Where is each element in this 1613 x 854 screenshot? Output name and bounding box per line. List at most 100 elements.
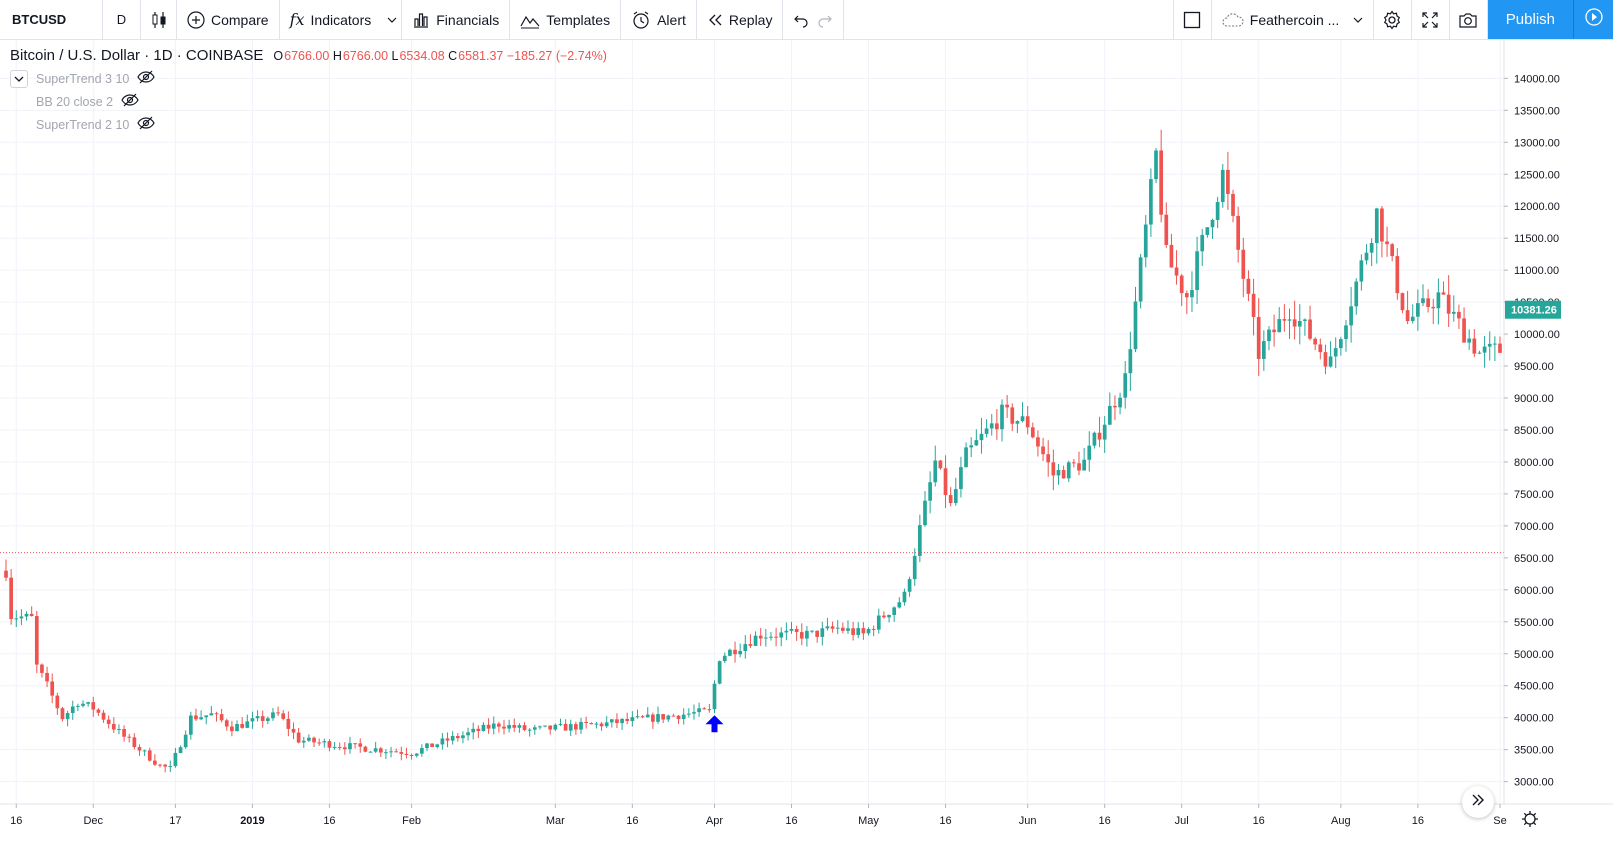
candle-body	[450, 735, 455, 741]
time-scale[interactable]	[0, 804, 1613, 854]
candle-body	[604, 722, 609, 727]
templates-icon	[520, 11, 540, 29]
fullscreen-toggle-button[interactable]	[1174, 0, 1212, 39]
time-scale-settings-gear-icon[interactable]	[1522, 811, 1538, 827]
open-value: 6766.00	[284, 49, 330, 63]
candle-body	[1328, 356, 1333, 367]
candle-body	[497, 723, 501, 727]
publish-menu-button[interactable]	[1573, 0, 1613, 39]
candle-body	[1426, 298, 1430, 307]
candle-body	[168, 766, 173, 768]
candle-body	[871, 628, 876, 630]
price-tick-label: 8500.00	[1514, 425, 1554, 437]
candle-body	[805, 630, 809, 639]
candle-body	[101, 712, 106, 720]
square-icon	[1183, 11, 1201, 29]
candle-body	[1015, 421, 1020, 424]
candle-body	[158, 764, 162, 766]
candle-body	[876, 615, 881, 630]
candle-body	[835, 627, 840, 629]
candle-body	[681, 714, 686, 720]
price-chart[interactable]: 3000.00 3500.00 4000.00 4500.00 5000.00 5500.…	[0, 40, 1613, 854]
candle-body	[55, 695, 60, 709]
candle-body	[296, 732, 301, 743]
study-label: SuperTrend 2 10	[36, 117, 130, 132]
candle-body	[1482, 346, 1487, 353]
replay-button[interactable]: Replay	[697, 0, 784, 39]
alert-button[interactable]: Alert	[621, 0, 697, 39]
candle-body	[984, 428, 989, 434]
candle-body	[1030, 427, 1035, 438]
candle-body	[820, 628, 825, 637]
candle-body	[851, 628, 855, 635]
chart-pane[interactable]: 3000.00 3500.00 4000.00 4500.00 5000.00 5500.…	[0, 40, 1613, 854]
rewind-icon	[707, 12, 723, 28]
financials-button[interactable]: Financials	[402, 0, 511, 39]
redo-button[interactable]	[813, 0, 845, 39]
candle-body	[892, 607, 897, 615]
eye-hidden-icon[interactable]	[137, 70, 156, 87]
candle-body	[214, 713, 219, 715]
eye-hidden-icon[interactable]	[121, 93, 139, 110]
time-tick-label: Jun	[1019, 815, 1037, 827]
compare-button[interactable]: Compare	[177, 0, 280, 39]
candle-body	[142, 750, 147, 752]
candle-body	[589, 723, 594, 725]
layout-name-button[interactable]: Feathercoin ...	[1212, 0, 1374, 39]
chevron-down-icon[interactable]	[387, 15, 397, 25]
candle-body	[353, 743, 357, 745]
price-tick-label: 13500.00	[1514, 105, 1560, 117]
candle-body	[615, 719, 619, 724]
candle-body	[1025, 416, 1030, 428]
symbol-description: Bitcoin / U.S. Dollar · 1D · COINBASE	[10, 47, 264, 64]
chevron-down-icon	[1353, 15, 1363, 25]
chart-style-button[interactable]	[141, 0, 177, 39]
candle-body	[943, 468, 948, 496]
candle-body	[491, 723, 496, 729]
candle-body	[640, 716, 645, 718]
candle-body	[620, 718, 624, 724]
arrow-up-marker[interactable]	[705, 715, 724, 733]
open-key: O	[273, 49, 284, 63]
candle-body	[738, 650, 743, 655]
candle-body	[897, 602, 902, 608]
templates-button[interactable]: Templates	[510, 0, 622, 39]
candle-body	[1441, 292, 1446, 295]
symbol-search-button[interactable]: BTCUSD	[0, 0, 103, 39]
close-key: C	[448, 49, 458, 63]
candle-body	[1467, 338, 1472, 343]
undo-button[interactable]	[783, 0, 813, 39]
price-tick-label: 5000.00	[1514, 649, 1554, 661]
candle-body	[584, 721, 588, 724]
candle-body	[543, 725, 547, 727]
eye-hidden-icon[interactable]	[137, 116, 156, 133]
settings-button[interactable]	[1374, 0, 1412, 39]
price-tick-label: 12000.00	[1514, 201, 1560, 213]
candle-body	[1457, 311, 1461, 319]
candle-body	[645, 714, 650, 718]
candle-body	[1164, 214, 1169, 245]
candle-body	[1374, 208, 1379, 244]
price-scale[interactable]	[1504, 40, 1613, 804]
publish-button[interactable]: Publish	[1487, 0, 1573, 39]
price-tick-label: 9500.00	[1514, 361, 1554, 373]
interval-button[interactable]: D	[103, 0, 141, 39]
study-legend-supertrend-3-10: SuperTrend 3 10	[10, 67, 607, 90]
snapshot-button[interactable]	[1450, 0, 1488, 39]
candle-body	[1323, 352, 1328, 367]
price-tick-label: 11500.00	[1514, 233, 1559, 245]
candle-body	[912, 555, 917, 580]
candle-body	[455, 735, 460, 739]
candle-body	[332, 746, 337, 748]
candle-body	[923, 500, 927, 526]
fullscreen-button[interactable]	[1412, 0, 1450, 39]
collapse-legend-button[interactable]	[10, 69, 28, 88]
time-tick-label: 16	[939, 815, 951, 827]
indicators-button[interactable]: fx Indicators	[280, 0, 403, 39]
candle-body	[1077, 463, 1081, 471]
candle-body	[527, 729, 532, 731]
candle-body	[260, 716, 265, 722]
scroll-to-realtime-button[interactable]	[1462, 786, 1494, 818]
time-tick-label: 16	[323, 815, 335, 827]
price-tick-label: 3500.00	[1514, 745, 1554, 757]
